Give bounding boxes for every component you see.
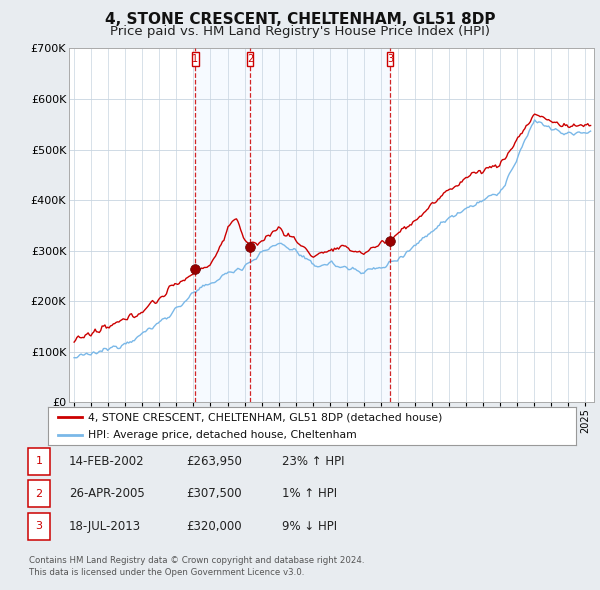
Text: 2: 2	[35, 489, 43, 499]
Text: Contains HM Land Registry data © Crown copyright and database right 2024.
This d: Contains HM Land Registry data © Crown c…	[29, 556, 364, 577]
Text: £307,500: £307,500	[186, 487, 242, 500]
Text: 1: 1	[193, 54, 199, 64]
Text: HPI: Average price, detached house, Cheltenham: HPI: Average price, detached house, Chel…	[88, 430, 356, 440]
FancyBboxPatch shape	[387, 52, 394, 66]
Text: 1% ↑ HPI: 1% ↑ HPI	[282, 487, 337, 500]
Text: 14-FEB-2002: 14-FEB-2002	[69, 455, 145, 468]
Text: 1: 1	[35, 457, 43, 466]
Text: 26-APR-2005: 26-APR-2005	[69, 487, 145, 500]
Text: 4, STONE CRESCENT, CHELTENHAM, GL51 8DP (detached house): 4, STONE CRESCENT, CHELTENHAM, GL51 8DP …	[88, 412, 442, 422]
FancyBboxPatch shape	[247, 52, 253, 66]
Text: 23% ↑ HPI: 23% ↑ HPI	[282, 455, 344, 468]
Text: 9% ↓ HPI: 9% ↓ HPI	[282, 520, 337, 533]
Text: 3: 3	[35, 522, 43, 531]
Text: 3: 3	[387, 54, 393, 64]
Text: £263,950: £263,950	[186, 455, 242, 468]
Text: 18-JUL-2013: 18-JUL-2013	[69, 520, 141, 533]
Text: £320,000: £320,000	[186, 520, 242, 533]
Text: 2: 2	[247, 54, 253, 64]
Text: 4, STONE CRESCENT, CHELTENHAM, GL51 8DP: 4, STONE CRESCENT, CHELTENHAM, GL51 8DP	[105, 12, 495, 27]
Bar	[196, 48, 390, 402]
Text: Price paid vs. HM Land Registry's House Price Index (HPI): Price paid vs. HM Land Registry's House …	[110, 25, 490, 38]
FancyBboxPatch shape	[192, 52, 199, 66]
